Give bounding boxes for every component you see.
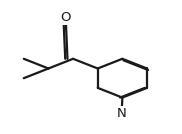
Text: O: O: [60, 11, 70, 24]
Text: N: N: [117, 107, 127, 120]
